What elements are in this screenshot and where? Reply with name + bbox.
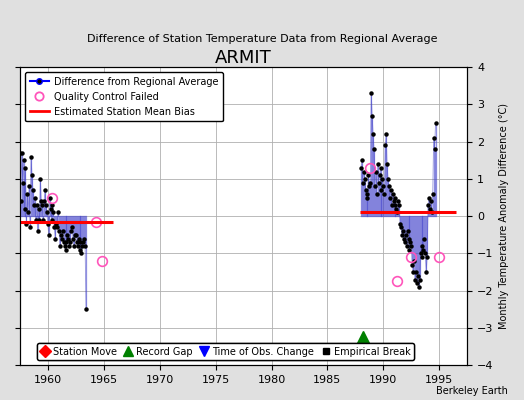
Text: Berkeley Earth: Berkeley Earth	[436, 386, 508, 396]
Legend: Station Move, Record Gap, Time of Obs. Change, Empirical Break: Station Move, Record Gap, Time of Obs. C…	[37, 343, 414, 360]
Text: Difference of Station Temperature Data from Regional Average: Difference of Station Temperature Data f…	[87, 34, 437, 44]
Title: ARMIT: ARMIT	[215, 49, 272, 67]
Y-axis label: Monthly Temperature Anomaly Difference (°C): Monthly Temperature Anomaly Difference (…	[499, 103, 509, 329]
